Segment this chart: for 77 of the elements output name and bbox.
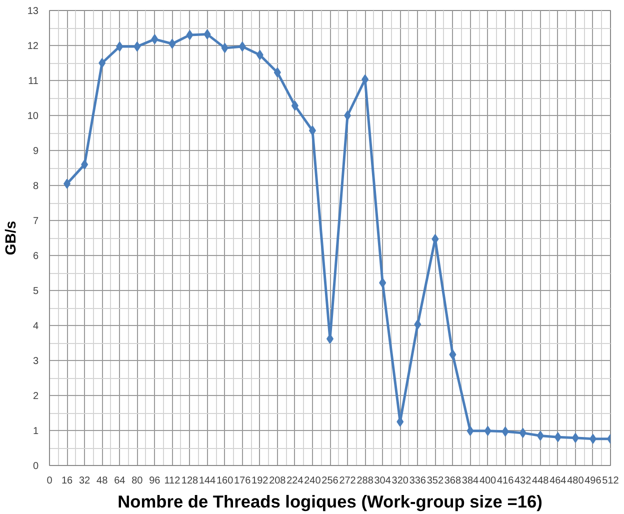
x-axis-title: Nombre de Threads logiques (Work-group size =16) [118, 492, 542, 512]
point [151, 34, 158, 44]
point [274, 67, 281, 78]
point [589, 434, 596, 444]
x-tick-label: 336 [409, 476, 426, 486]
y-tick-label: 8 [32, 181, 39, 192]
point [64, 178, 71, 189]
point [536, 430, 544, 441]
y-tick-label: 5 [32, 286, 39, 297]
point [554, 432, 562, 442]
y-tick-label: 13 [27, 6, 39, 17]
x-tick-label: 192 [252, 476, 269, 486]
point [168, 38, 176, 49]
point [414, 319, 422, 330]
point [291, 100, 298, 111]
x-tick-label: 256 [322, 476, 339, 486]
point [238, 42, 246, 52]
x-tick-label: 32 [79, 476, 91, 486]
x-tick-label: 128 [181, 476, 199, 486]
x-tick-label: 176 [234, 476, 252, 486]
point [449, 350, 456, 360]
x-tick-label: 464 [550, 476, 567, 486]
y-tick-label: 1 [32, 426, 39, 437]
point [484, 426, 492, 436]
x-tick-label: 160 [216, 476, 234, 486]
x-tick-label: 144 [198, 476, 216, 486]
point [344, 110, 352, 120]
x-tick-label: 240 [304, 476, 322, 486]
y-tick-label: 2 [32, 391, 39, 402]
point [466, 426, 474, 436]
point [204, 29, 211, 40]
y-tick-label: 9 [32, 146, 39, 157]
x-tick-label: 64 [114, 476, 126, 486]
point [519, 428, 526, 438]
x-tick-label: 48 [96, 476, 108, 486]
x-tick-label: 16 [61, 476, 74, 486]
point [81, 160, 88, 170]
x-tick-label: 208 [269, 476, 286, 486]
point [379, 278, 386, 288]
x-tick-label: 480 [567, 476, 584, 486]
x-tick-label: 352 [426, 476, 444, 486]
x-tick-label: 288 [356, 476, 374, 486]
x-tick-label: 400 [479, 476, 497, 486]
x-tick-label: 96 [149, 476, 161, 486]
point [308, 126, 316, 136]
x-tick-label: 448 [532, 476, 550, 486]
x-tick-label: 0 [46, 476, 53, 486]
y-tick-label: 12 [27, 41, 39, 52]
point [256, 50, 264, 60]
point [98, 58, 106, 68]
x-tick-label: 320 [392, 476, 409, 486]
x-tick-label: 80 [132, 476, 144, 486]
y-tick-label: 4 [32, 321, 39, 332]
y-tick-label: 11 [28, 76, 39, 87]
y-tick-label: 0 [32, 461, 39, 472]
y-tick-label: 7 [32, 216, 39, 227]
point [134, 42, 141, 52]
point [116, 42, 124, 52]
point [221, 42, 228, 53]
x-tick-label: 304 [374, 476, 392, 486]
point [186, 30, 194, 40]
x-tick-label: 368 [444, 476, 462, 486]
x-tick-label: 432 [514, 476, 532, 486]
x-tick-label: 272 [339, 476, 356, 486]
x-tick-label: 416 [496, 476, 514, 486]
x-tick-label: 224 [286, 476, 304, 486]
point [502, 426, 509, 437]
x-tick-label: 512 [602, 476, 620, 486]
point [572, 432, 579, 443]
x-tick-label: 112 [164, 476, 181, 486]
y-tick-label: 3 [32, 356, 39, 367]
y-axis-title: GB/s [3, 220, 20, 256]
x-tick-label: 384 [462, 476, 480, 486]
y-tick-label: 10 [27, 111, 39, 122]
point [362, 74, 369, 84]
x-tick-label: 496 [584, 476, 602, 486]
y-tick-label: 6 [32, 251, 39, 262]
